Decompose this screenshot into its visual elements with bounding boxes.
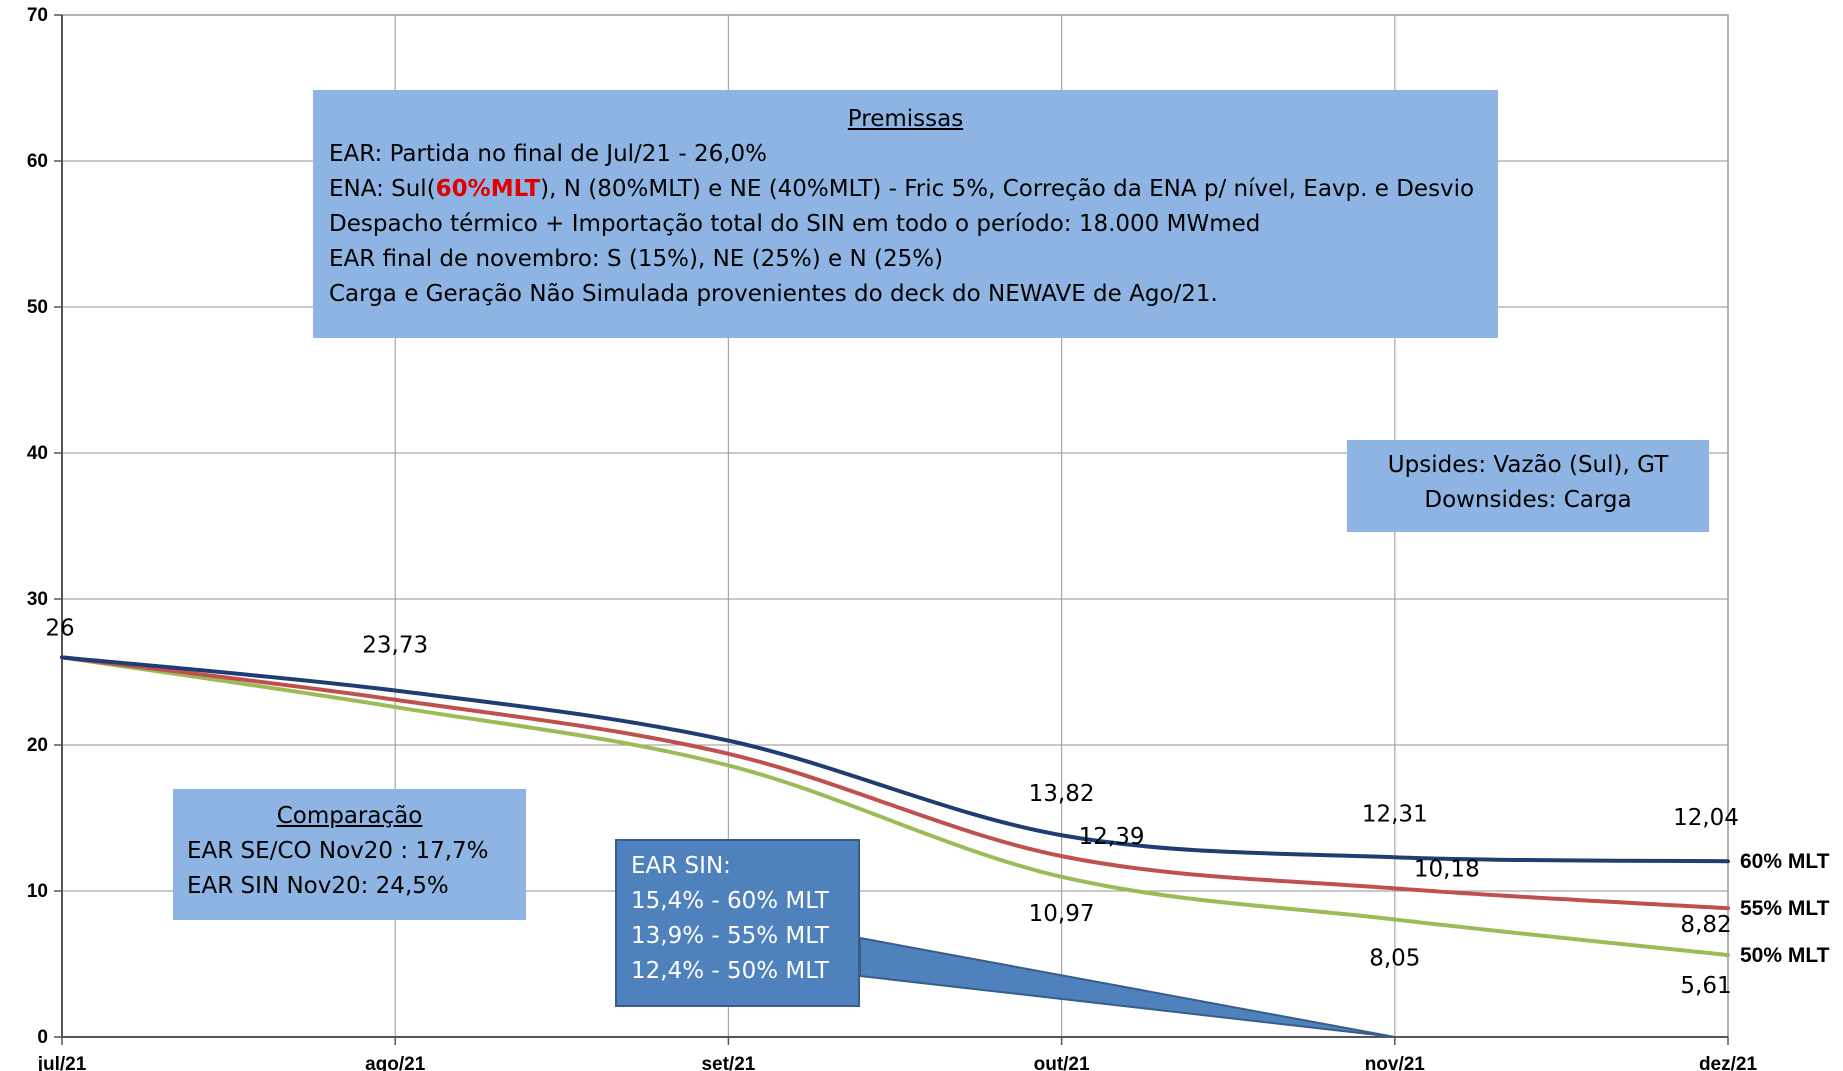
premissas-title: Premissas: [847, 106, 964, 132]
data-label: 5,61: [1680, 973, 1731, 999]
series-line-60-mlt: [60, 655, 1730, 864]
comparacao-textbox: Comparação EAR SE/CO Nov20 : 17,7% EAR S…: [173, 789, 526, 920]
series-name-label: 50% MLT: [1740, 944, 1830, 967]
data-label: 12,31: [1362, 801, 1428, 827]
premissas-line-2-a: ENA: Sul(: [329, 176, 436, 202]
y-tick-label: 60: [27, 151, 48, 172]
x-tick-label: nov/21: [1365, 1054, 1426, 1071]
x-tick-label: ago/21: [365, 1054, 426, 1071]
series-name-label: 55% MLT: [1740, 897, 1830, 920]
series-line-50-mlt: [60, 655, 1730, 958]
comparacao-line-1: EAR SE/CO Nov20 : 17,7%: [187, 838, 489, 864]
data-label: 10,18: [1414, 856, 1480, 882]
x-tick-label: jul/21: [37, 1054, 87, 1071]
start-value-label: 26: [45, 615, 74, 641]
series-line-55-mlt: [60, 655, 1730, 911]
series-name-label: 60% MLT: [1740, 850, 1830, 873]
y-tick-label: 50: [27, 297, 48, 318]
premissas-line-1: EAR: Partida no final de Jul/21 - 26,0%: [329, 141, 768, 167]
ear-sin-callout: EAR SIN: 15,4% - 60% MLT 13,9% - 55% MLT…: [615, 839, 860, 1007]
ear-sin-60: 15,4% - 60% MLT: [631, 888, 829, 914]
y-tick-label: 10: [27, 881, 48, 902]
series-lines: [60, 655, 1730, 958]
x-tick-label: out/21: [1034, 1054, 1090, 1071]
y-tick-label: 30: [27, 589, 48, 610]
x-tick-label: set/21: [701, 1054, 755, 1071]
comparacao-title: Comparação: [276, 803, 423, 829]
premissas-line-2-c: ), N (80%MLT) e NE (40%MLT) - Fric 5%, C…: [540, 176, 1475, 202]
data-label: 8,82: [1680, 912, 1731, 938]
data-label: 12,39: [1079, 824, 1145, 850]
downsides-text: Downsides: Carga: [1424, 487, 1632, 513]
premissas-line-4: EAR final de novembro: S (15%), NE (25%)…: [329, 246, 944, 272]
y-tick-label: 40: [27, 443, 48, 464]
premissas-line-3: Despacho térmico + Importação total do S…: [329, 211, 1261, 237]
callout-pointer: [859, 936, 1395, 1038]
ear-sin-50: 12,4% - 50% MLT: [631, 958, 829, 984]
data-label: 10,97: [1029, 901, 1095, 927]
data-label: 13,82: [1029, 781, 1095, 807]
comparacao-line-2: EAR SIN Nov20: 24,5%: [187, 873, 449, 899]
ear-sin-title: EAR SIN:: [631, 853, 731, 879]
y-tick-label: 70: [27, 5, 48, 26]
premissas-line-5: Carga e Geração Não Simulada proveniente…: [329, 281, 1218, 307]
premissas-line-2-highlight: 60%MLT: [435, 176, 541, 202]
ear-sin-55: 13,9% - 55% MLT: [631, 923, 829, 949]
upsides-text: Upsides: Vazão (Sul), GT: [1387, 452, 1669, 478]
premissas-textbox: Premissas EAR: Partida no final de Jul/2…: [313, 90, 1498, 338]
x-tick-label: dez/21: [1699, 1054, 1758, 1071]
data-label: 23,73: [362, 633, 428, 659]
y-tick-label: 0: [37, 1027, 48, 1048]
ear-sin-callout-pointer: [859, 936, 1395, 1038]
data-label: 8,05: [1369, 945, 1420, 971]
upsides-downsides-textbox: Upsides: Vazão (Sul), GT Downsides: Carg…: [1347, 440, 1709, 532]
premissas-line-2: ENA: Sul(60%MLT), N (80%MLT) e NE (40%ML…: [329, 172, 1482, 207]
axes: 0 10 20 30 40 50 60 70 jul/21 ago/21 set/21 out/21 n…: [27, 5, 1758, 1071]
data-label: 12,04: [1673, 805, 1739, 831]
y-tick-label: 20: [27, 735, 48, 756]
